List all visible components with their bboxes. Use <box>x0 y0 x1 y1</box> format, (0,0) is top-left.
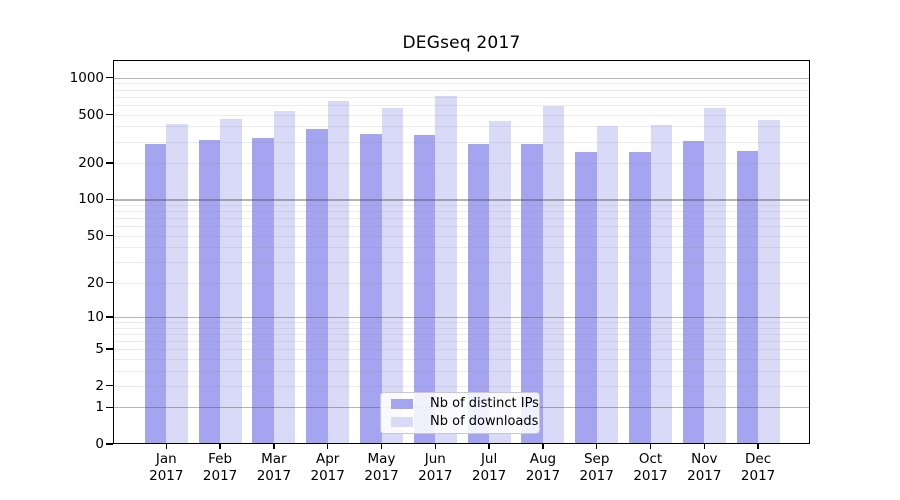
y-tick-mark <box>106 406 113 408</box>
y-tick-label-100: 100 <box>78 191 104 208</box>
y-tick-label-0: 0 <box>95 436 104 452</box>
bar-sep-downloads <box>596 126 619 444</box>
legend-label-distinct-ips: Nb of distinct IPs <box>430 396 539 411</box>
bar-jul-downloads <box>489 121 511 444</box>
x-tick-label-aug: Aug 2017 <box>525 451 561 484</box>
bar-jan-distinct-ips <box>144 144 167 444</box>
x-tick-mark <box>649 444 652 449</box>
bar-feb-distinct-ips <box>198 140 221 444</box>
x-tick-mark <box>327 444 329 449</box>
y-tick-label-1000: 1000 <box>69 69 104 86</box>
bar-jun-distinct-ips <box>413 134 436 444</box>
bar-apr-downloads <box>327 101 350 444</box>
y-tick-mark <box>106 443 113 445</box>
x-tick-label-sep: Sep 2017 <box>579 451 614 484</box>
plot-area <box>113 60 810 444</box>
bar-jul-distinct-ips <box>467 144 490 444</box>
y-tick-label-5: 5 <box>95 341 104 357</box>
bar-dec-downloads <box>758 120 780 444</box>
bar-may-distinct-ips <box>360 134 382 444</box>
bar-feb-downloads <box>220 118 242 444</box>
y-tick-mark <box>106 234 113 237</box>
legend-item-downloads: Nb of downloads <box>387 415 538 429</box>
bar-nov-distinct-ips <box>682 141 705 444</box>
y-tick-mark <box>106 113 113 116</box>
legend: Nb of distinct IPs Nb of downloads <box>380 392 540 434</box>
x-tick-mark <box>542 444 544 449</box>
x-tick-label-jul: Jul 2017 <box>471 451 507 484</box>
x-tick-mark <box>165 444 167 449</box>
x-tick-label-jun: Jun 2017 <box>418 451 453 484</box>
bar-oct-downloads <box>650 125 672 444</box>
x-tick-label-mar: Mar 2017 <box>256 451 292 484</box>
x-tick-label-dec: Dec 2017 <box>740 451 776 484</box>
y-tick-label-1: 1 <box>95 399 104 416</box>
bars-layer <box>113 60 810 444</box>
y-tick-label-2: 2 <box>95 377 104 394</box>
y-tick-label-500: 500 <box>78 106 104 123</box>
bar-nov-downloads <box>704 107 726 444</box>
bar-apr-distinct-ips <box>306 129 328 444</box>
x-tick-label-nov: Nov 2017 <box>687 451 722 484</box>
y-tick-label-50: 50 <box>86 227 104 244</box>
y-tick-mark <box>106 348 113 350</box>
x-tick-label-jan: Jan 2017 <box>149 451 184 484</box>
chart-title: DEGseq 2017 <box>402 33 521 53</box>
legend-swatch-distinct-ips <box>391 398 413 410</box>
x-tick-label-may: May 2017 <box>364 451 399 484</box>
x-tick-mark <box>434 444 436 449</box>
bar-sep-distinct-ips <box>575 151 597 444</box>
y-tick-mark <box>106 316 113 318</box>
y-tick-label-200: 200 <box>78 154 104 171</box>
x-tick-label-oct: Oct 2017 <box>633 451 668 484</box>
legend-swatch-downloads <box>391 416 413 428</box>
x-tick-mark <box>757 444 759 449</box>
y-tick-label-20: 20 <box>86 274 104 291</box>
bar-jun-downloads <box>435 96 457 444</box>
y-tick-mark <box>106 162 113 164</box>
x-tick-mark <box>703 444 705 449</box>
x-tick-mark <box>380 444 383 449</box>
y-tick-mark <box>106 198 113 201</box>
y-tick-mark <box>106 281 113 284</box>
x-tick-mark <box>596 444 598 449</box>
x-tick-mark <box>219 444 221 449</box>
bar-may-downloads <box>381 107 403 444</box>
bar-mar-downloads <box>273 110 296 444</box>
y-tick-mark <box>106 77 113 79</box>
bar-aug-distinct-ips <box>521 143 543 444</box>
x-tick-label-apr: Apr 2017 <box>310 451 345 484</box>
bar-mar-distinct-ips <box>252 138 274 444</box>
bar-jan-downloads <box>166 123 188 444</box>
bar-oct-distinct-ips <box>629 152 651 444</box>
x-tick-mark <box>488 444 490 449</box>
y-tick-mark <box>106 385 113 387</box>
bar-dec-distinct-ips <box>736 150 759 444</box>
x-tick-label-feb: Feb 2017 <box>202 451 238 484</box>
legend-item-distinct-ips: Nb of distinct IPs <box>387 397 539 411</box>
bar-aug-downloads <box>542 106 565 444</box>
y-tick-label-10: 10 <box>86 308 104 325</box>
legend-label-downloads: Nb of downloads <box>430 414 539 429</box>
x-tick-mark <box>273 444 275 449</box>
